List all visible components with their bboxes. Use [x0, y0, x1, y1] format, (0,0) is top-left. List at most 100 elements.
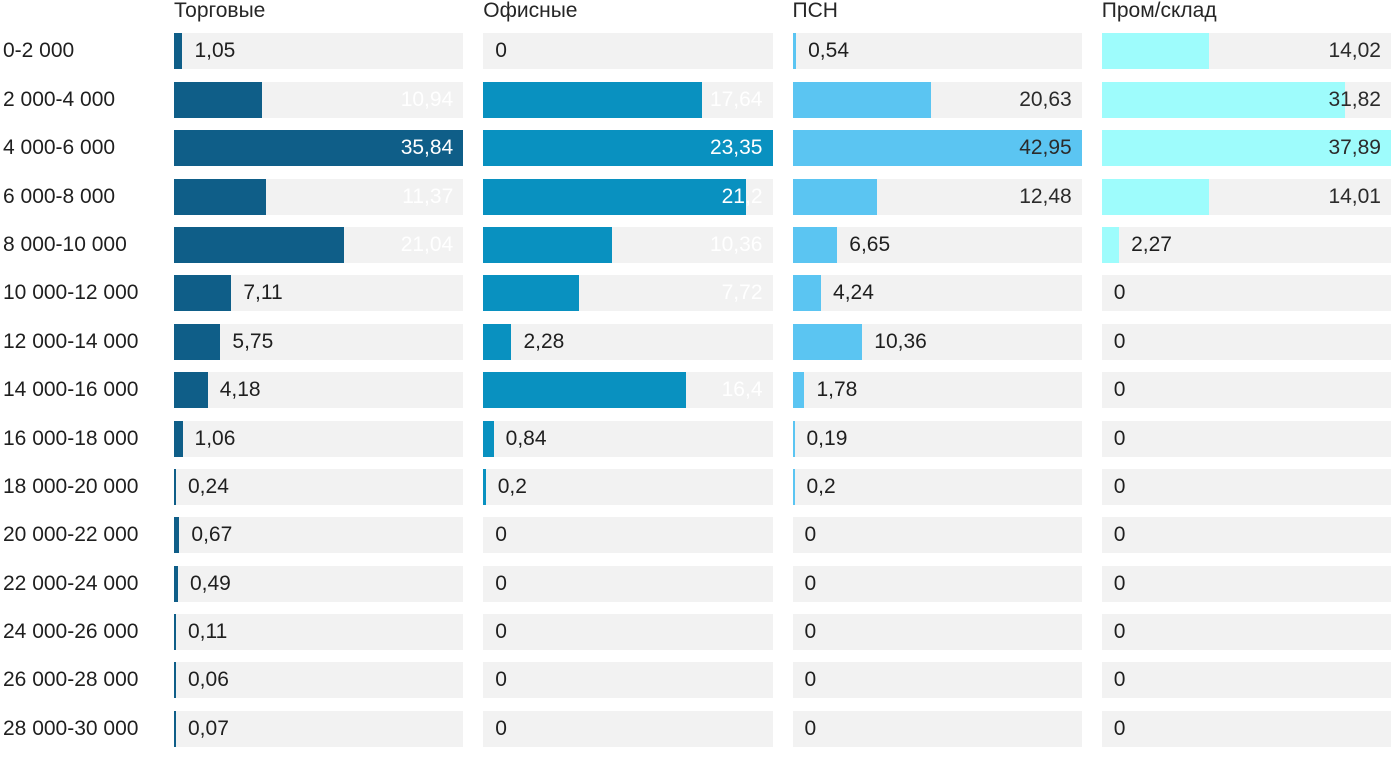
- bar-track: 0,11: [174, 614, 464, 651]
- bar-track: 0: [1101, 275, 1391, 312]
- bar: [1101, 81, 1345, 118]
- row-label: 14 000-16 000: [3, 378, 139, 402]
- row-label: 26 000-28 000: [3, 668, 139, 692]
- bar: [483, 323, 512, 360]
- bar: [483, 130, 773, 167]
- bar-value-label: 0: [495, 523, 507, 547]
- bar-track: 0: [1101, 323, 1391, 360]
- bar-track: 10,94: [174, 81, 464, 118]
- row-label: 22 000-24 000: [3, 571, 139, 595]
- bar-track: 21,2: [483, 178, 773, 215]
- bar-value-label: 0: [1113, 668, 1126, 692]
- bar-track: 37,89: [1101, 130, 1391, 167]
- row-label: 10 000-12 000: [3, 281, 139, 305]
- bar-value-label: 11,37: [402, 184, 454, 208]
- bar: [792, 81, 932, 118]
- bar: [792, 33, 797, 70]
- bar-value-label: 14,02: [1328, 39, 1381, 63]
- row-label: 24 000-26 000: [3, 620, 139, 644]
- bar-value-label: 0,49: [189, 571, 231, 595]
- row-label: 18 000-20 000: [3, 474, 139, 498]
- bar: [174, 710, 176, 747]
- bar-value-label: 10,94: [400, 87, 454, 111]
- bar: [1101, 178, 1209, 215]
- bar: [483, 420, 494, 457]
- bar-track: 42,95: [792, 130, 1082, 167]
- row-label: 28 000-30 000: [3, 716, 139, 740]
- bar-value-label: 21,04: [400, 232, 454, 256]
- bar-track: 0: [1101, 517, 1391, 554]
- bar-value-label: 6,65: [849, 232, 891, 256]
- bar-value-label: 14,01: [1328, 184, 1381, 208]
- bar: [1101, 33, 1209, 70]
- row-label: 16 000-18 000: [3, 426, 139, 450]
- bar-value-label: 7,72: [721, 281, 763, 305]
- column-header-2: Офисные: [483, 0, 578, 22]
- bar-value-label: 0: [804, 668, 817, 692]
- bar: [174, 178, 266, 215]
- bar-value-label: 42,95: [1019, 136, 1072, 160]
- bar-track: 10,36: [483, 226, 773, 263]
- bar-value-label: 0,24: [188, 474, 229, 498]
- bar-value-label: 0,06: [188, 668, 229, 692]
- bar-track: 14,02: [1101, 33, 1391, 70]
- bar-track: 11,37: [174, 178, 464, 215]
- bar-track: 1,06: [174, 420, 464, 457]
- bar: [792, 323, 863, 360]
- bar: [483, 226, 612, 263]
- bar-track: 0: [792, 662, 1082, 699]
- bar-value-label: 0,2: [497, 474, 527, 498]
- bar-value-label: 35,84: [400, 136, 454, 160]
- bar-value-label: 12,48: [1019, 184, 1072, 208]
- bar-track: 7,11: [174, 275, 464, 312]
- bar-value-label: 1,78: [816, 378, 858, 402]
- bar: [174, 323, 221, 360]
- row-label: 12 000-14 000: [3, 329, 139, 353]
- bar: [174, 468, 176, 505]
- row-label: 2 000-4 000: [3, 87, 116, 111]
- bar-track: 0: [1101, 420, 1391, 457]
- bar: [792, 275, 822, 312]
- bar: [483, 372, 687, 409]
- bar-track: 0,2: [792, 468, 1082, 505]
- bar: [483, 81, 702, 118]
- bar: [174, 565, 178, 602]
- bar-track: 20,63: [792, 81, 1082, 118]
- column-header-4: Пром/склад: [1101, 0, 1217, 22]
- bar: [792, 372, 805, 409]
- bar-value-label: 0: [495, 620, 507, 644]
- bar-value-label: 0: [1113, 474, 1126, 498]
- bar-track: 7,72: [483, 275, 773, 312]
- bar-track: 1,05: [174, 33, 464, 70]
- bar-value-label: 0: [495, 571, 507, 595]
- bar-value-label: 0,84: [505, 426, 547, 450]
- bar-value-label: 0: [1113, 329, 1126, 353]
- bar-track: 0: [792, 710, 1082, 747]
- bar-track: 23,35: [483, 130, 773, 167]
- bar-value-label: 0: [1113, 378, 1126, 402]
- bar-track: 0: [1101, 614, 1391, 651]
- bar-track: 0: [483, 614, 773, 651]
- bar-value-label: 31,82: [1328, 87, 1381, 111]
- bar-track: 0,06: [174, 662, 464, 699]
- bar-track: 0,07: [174, 710, 464, 747]
- bar: [174, 130, 464, 167]
- bar-value-label: 1,06: [194, 426, 236, 450]
- column-header-1: Торговые: [174, 0, 266, 22]
- bar-value-label: 1,05: [194, 39, 236, 63]
- bar-value-label: 0: [804, 523, 817, 547]
- bar: [174, 33, 183, 70]
- bar: [483, 468, 486, 505]
- bar-track: 10,36: [792, 323, 1082, 360]
- bar-value-label: 0: [495, 716, 507, 740]
- bar-value-label: 0: [1113, 716, 1126, 740]
- row-label: 6 000-8 000: [3, 184, 116, 208]
- bar-value-label: 0: [495, 39, 507, 63]
- bar-value-label: 0: [804, 571, 817, 595]
- bar-track: 0: [483, 565, 773, 602]
- row-label: 20 000-22 000: [3, 523, 139, 547]
- bar-value-label: 37,89: [1328, 136, 1381, 160]
- bar: [792, 468, 795, 505]
- bar-track: 0,67: [174, 517, 464, 554]
